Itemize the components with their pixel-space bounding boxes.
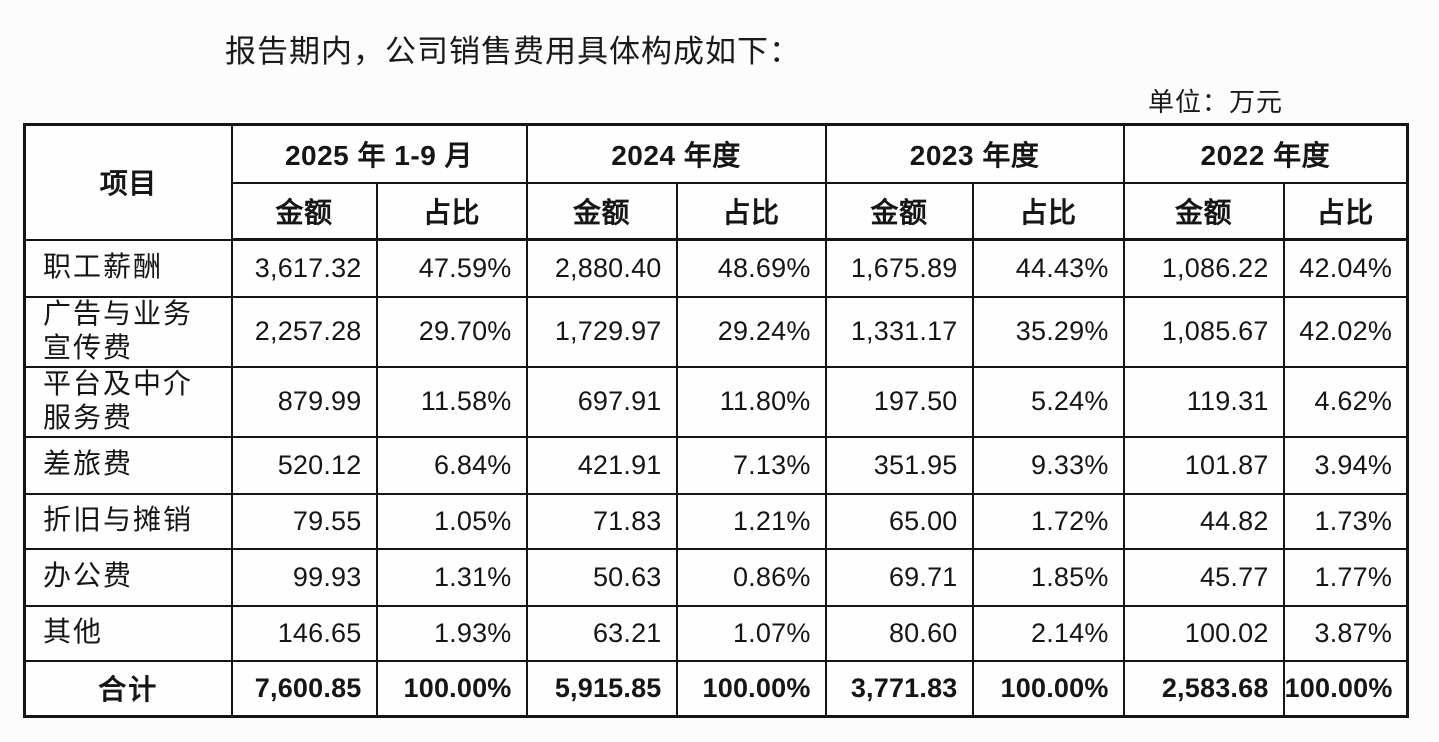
ratio-2022: 4.62% <box>1282 365 1409 438</box>
amount-2023: 69.71 <box>824 547 974 607</box>
subheader-amount-2025: 金额 <box>230 181 378 241</box>
amount-2023: 1,331.17 <box>824 295 974 368</box>
subheader-amount-2022: 金额 <box>1122 181 1285 241</box>
ratio-2025: 11.58% <box>375 365 528 438</box>
item-label: 职工薪酬 <box>23 238 233 298</box>
amount-2025: 879.99 <box>230 365 378 438</box>
ratio-2023: 1.72% <box>971 492 1125 550</box>
amount-2024: 697.91 <box>525 365 678 438</box>
total-amount-2023: 3,771.83 <box>824 659 974 718</box>
amount-2024: 71.83 <box>525 492 678 550</box>
column-header-2023: 2023 年度 <box>824 123 1125 184</box>
item-label: 平台及中介服务费 <box>23 365 233 438</box>
amount-2023: 351.95 <box>824 435 974 495</box>
table-row-platform-intermediary: 平台及中介服务费 879.99 11.58% 697.91 11.80% 197… <box>23 365 1409 438</box>
subheader-amount-2024: 金额 <box>525 181 678 241</box>
table-row-total: 合计 7,600.85 100.00% 5,915.85 100.00% 3,7… <box>23 659 1409 718</box>
amount-2022: 1,086.22 <box>1122 238 1285 298</box>
ratio-2023: 2.14% <box>971 604 1125 662</box>
table-row-office: 办公费 99.93 1.31% 50.63 0.86% 69.71 1.85% … <box>23 547 1409 607</box>
ratio-2025: 1.31% <box>375 547 528 607</box>
ratio-2022: 1.73% <box>1282 492 1409 550</box>
total-ratio-2025: 100.00% <box>375 659 528 718</box>
amount-2024: 421.91 <box>525 435 678 495</box>
ratio-2025: 1.93% <box>375 604 528 662</box>
amount-2022: 44.82 <box>1122 492 1285 550</box>
ratio-2025: 47.59% <box>375 238 528 298</box>
sales-expense-table: 项目 2025 年 1-9 月 2024 年度 2023 年度 2022 年度 … <box>23 123 1410 718</box>
total-amount-2025: 7,600.85 <box>230 659 378 718</box>
ratio-2024: 1.21% <box>675 492 827 550</box>
amount-2022: 1,085.67 <box>1122 295 1285 368</box>
unit-label: 单位：万元 <box>1147 88 1283 117</box>
ratio-2023: 44.43% <box>971 238 1125 298</box>
amount-2025: 79.55 <box>230 492 378 550</box>
ratio-2024: 48.69% <box>675 238 827 298</box>
subheader-amount-2023: 金额 <box>824 181 974 241</box>
document-title: 报告期内，公司销售费用具体构成如下： <box>225 34 801 69</box>
subheader-ratio-2022: 占比 <box>1282 181 1409 241</box>
ratio-2022: 3.94% <box>1282 435 1409 495</box>
amount-2022: 45.77 <box>1122 547 1285 607</box>
amount-2023: 197.50 <box>824 365 974 438</box>
ratio-2022: 42.04% <box>1282 238 1409 298</box>
column-header-2022: 2022 年度 <box>1122 123 1409 184</box>
amount-2022: 100.02 <box>1122 604 1285 662</box>
amount-2023: 1,675.89 <box>824 238 974 298</box>
item-label: 办公费 <box>23 547 233 607</box>
table-row-travel: 差旅费 520.12 6.84% 421.91 7.13% 351.95 9.3… <box>23 435 1409 495</box>
ratio-2023: 5.24% <box>971 365 1125 438</box>
amount-2024: 1,729.97 <box>525 295 678 368</box>
amount-2025: 520.12 <box>230 435 378 495</box>
item-label: 其他 <box>23 604 233 662</box>
ratio-2025: 6.84% <box>375 435 528 495</box>
ratio-2025: 29.70% <box>375 295 528 368</box>
ratio-2024: 29.24% <box>675 295 827 368</box>
item-label: 折旧与摊销 <box>23 492 233 550</box>
ratio-2024: 11.80% <box>675 365 827 438</box>
ratio-2024: 0.86% <box>675 547 827 607</box>
amount-2024: 2,880.40 <box>525 238 678 298</box>
ratio-2023: 9.33% <box>971 435 1125 495</box>
ratio-2022: 1.77% <box>1282 547 1409 607</box>
column-header-2025: 2025 年 1-9 月 <box>230 123 528 184</box>
amount-2024: 50.63 <box>525 547 678 607</box>
amount-2022: 119.31 <box>1122 365 1285 438</box>
amount-2025: 3,617.32 <box>230 238 378 298</box>
table-row-depreciation: 折旧与摊销 79.55 1.05% 71.83 1.21% 65.00 1.72… <box>23 492 1409 550</box>
total-ratio-2024: 100.00% <box>675 659 827 718</box>
header-row-periods: 项目 2025 年 1-9 月 2024 年度 2023 年度 2022 年度 <box>23 123 1409 241</box>
amount-2023: 80.60 <box>824 604 974 662</box>
total-amount-2024: 5,915.85 <box>525 659 678 718</box>
table-row-employee-compensation: 职工薪酬 3,617.32 47.59% 2,880.40 48.69% 1,6… <box>23 238 1409 298</box>
ratio-2024: 7.13% <box>675 435 827 495</box>
header-row-subcolumns: 金额 占比 金额 占比 金额 占比 金额 占比 <box>25 181 1409 241</box>
subheader-ratio-2023: 占比 <box>971 181 1125 241</box>
total-amount-2022: 2,583.68 <box>1122 659 1285 718</box>
ratio-2024: 1.07% <box>675 604 827 662</box>
amount-2025: 2,257.28 <box>230 295 378 368</box>
item-label: 差旅费 <box>23 435 233 495</box>
item-label: 广告与业务宣传费 <box>23 295 233 368</box>
subheader-ratio-2024: 占比 <box>675 181 827 241</box>
subheader-ratio-2025: 占比 <box>375 181 528 241</box>
amount-2023: 65.00 <box>824 492 974 550</box>
amount-2025: 146.65 <box>230 604 378 662</box>
ratio-2023: 1.85% <box>971 547 1125 607</box>
amount-2022: 101.87 <box>1122 435 1285 495</box>
total-ratio-2023: 100.00% <box>971 659 1125 718</box>
table-row-other: 其他 146.65 1.93% 63.21 1.07% 80.60 2.14% … <box>23 604 1409 662</box>
column-header-2024: 2024 年度 <box>525 123 827 184</box>
column-header-item: 项目 <box>23 123 233 241</box>
ratio-2022: 42.02% <box>1282 295 1409 368</box>
total-label: 合计 <box>23 659 233 718</box>
ratio-2022: 3.87% <box>1282 604 1409 662</box>
ratio-2023: 35.29% <box>971 295 1125 368</box>
total-ratio-2022: 100.00% <box>1282 659 1409 718</box>
ratio-2025: 1.05% <box>375 492 528 550</box>
amount-2024: 63.21 <box>525 604 678 662</box>
amount-2025: 99.93 <box>230 547 378 607</box>
table-row-advertising: 广告与业务宣传费 2,257.28 29.70% 1,729.97 29.24%… <box>23 295 1409 368</box>
